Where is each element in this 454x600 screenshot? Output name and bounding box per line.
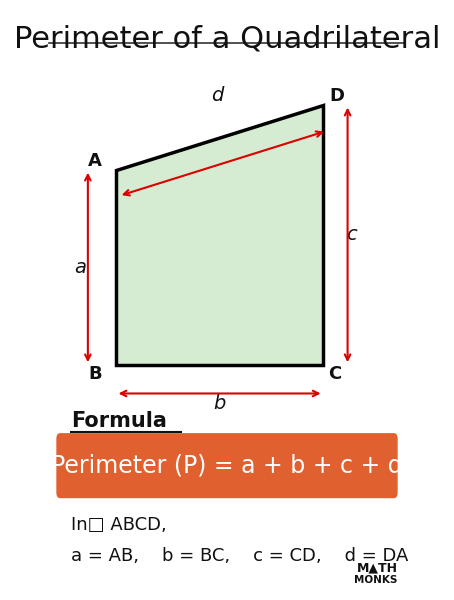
Polygon shape (116, 105, 323, 365)
Text: D: D (329, 87, 344, 105)
Text: MONKS: MONKS (354, 575, 398, 585)
Text: a: a (74, 258, 86, 277)
FancyBboxPatch shape (56, 433, 398, 498)
Text: In□ ABCD,: In□ ABCD, (71, 516, 167, 534)
Text: Formula: Formula (71, 411, 167, 431)
Text: d: d (212, 86, 224, 106)
Text: Perimeter of a Quadrilateral: Perimeter of a Quadrilateral (14, 25, 440, 54)
Text: A: A (89, 152, 102, 170)
Text: B: B (89, 365, 102, 383)
Text: C: C (328, 365, 341, 383)
Text: M▲TH: M▲TH (357, 562, 398, 575)
Text: Perimeter (P) = a + b + c + d: Perimeter (P) = a + b + c + d (51, 454, 403, 478)
Text: a = AB,    b = BC,    c = CD,    d = DA: a = AB, b = BC, c = CD, d = DA (71, 547, 409, 565)
Text: b: b (213, 394, 226, 413)
Text: c: c (346, 226, 357, 244)
